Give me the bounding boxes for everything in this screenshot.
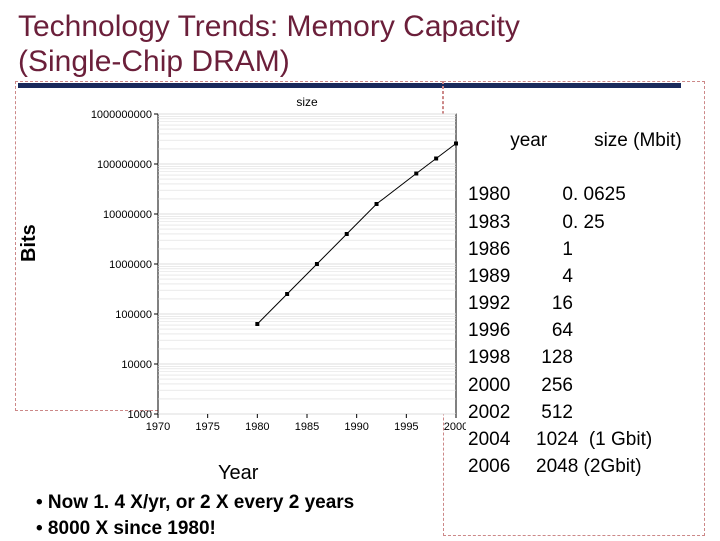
td-size: 256: [536, 372, 573, 399]
title-line-1: Technology Trends: Memory Capacity: [18, 10, 520, 43]
td-year: 1996: [468, 317, 536, 344]
td-size: 512: [536, 399, 573, 426]
table-row: 1983 0. 25: [468, 209, 682, 236]
svg-text:1980: 1980: [245, 421, 269, 433]
table-row: 20041024 (1 Gbit): [468, 426, 682, 453]
table-row: 1992 16: [468, 290, 682, 317]
table-row: 2000 256: [468, 372, 682, 399]
td-year: 2002: [468, 399, 536, 426]
svg-text:2000: 2000: [444, 421, 466, 433]
y-axis-label: Bits: [18, 224, 41, 262]
svg-text:1985: 1985: [295, 421, 319, 433]
td-year: 1986: [468, 236, 536, 263]
svg-text:1000: 1000: [128, 409, 152, 421]
table-row: 1980 0. 0625: [468, 181, 682, 208]
td-size: 2048 (2Gbit): [536, 453, 642, 480]
chart: 1000 10000 100000 1000000 10000000 100000000 1…: [46, 94, 456, 464]
svg-text:1995: 1995: [394, 421, 418, 433]
td-size: 16: [536, 290, 573, 317]
td-year: 1989: [468, 263, 536, 290]
td-year: 2006: [468, 453, 536, 480]
svg-text:10000000: 10000000: [103, 209, 152, 221]
svg-text:size: size: [296, 95, 318, 109]
td-size: 1024 (1 Gbit): [536, 426, 652, 453]
svg-text:1990: 1990: [344, 421, 368, 433]
svg-text:10000: 10000: [121, 359, 152, 371]
td-year: 2000: [468, 372, 536, 399]
td-size: 128: [536, 344, 573, 371]
data-table: year size (Mbit) 1980 0. 06251983 0. 251…: [468, 100, 682, 480]
td-year: 1998: [468, 344, 536, 371]
th-size: size (Mbit): [578, 127, 681, 154]
table-row: 20062048 (2Gbit): [468, 453, 682, 480]
table-row: 1986 1: [468, 236, 682, 263]
td-size: 1: [536, 236, 573, 263]
svg-text:1975: 1975: [195, 421, 219, 433]
bullets: • Now 1. 4 X/yr, or 2 X every 2 years • …: [36, 490, 354, 541]
title-line-2: (Single-Chip DRAM): [18, 45, 290, 78]
th-year: year: [510, 127, 578, 154]
table-header: year size (Mbit): [468, 100, 682, 181]
td-size: 64: [536, 317, 573, 344]
table-row: 1996 64: [468, 317, 682, 344]
bullet-2: • 8000 X since 1980!: [36, 516, 354, 541]
td-year: 1983: [468, 209, 536, 236]
svg-text:1970: 1970: [146, 421, 170, 433]
chart-svg: 1000 10000 100000 1000000 10000000 100000000 1…: [86, 94, 466, 454]
td-size: 4: [536, 263, 573, 290]
svg-text:1000000: 1000000: [109, 259, 152, 271]
svg-text:100000: 100000: [115, 309, 152, 321]
bullet-1: • Now 1. 4 X/yr, or 2 X every 2 years: [36, 490, 354, 516]
table-row: 2002 512: [468, 399, 682, 426]
td-year: 2004: [468, 426, 536, 453]
x-axis-label: Year: [218, 462, 258, 485]
table-row: 1989 4: [468, 263, 682, 290]
td-year: 1980: [468, 181, 536, 208]
svg-text:100000000: 100000000: [97, 159, 152, 171]
td-size: 0. 0625: [536, 181, 626, 208]
td-year: 1992: [468, 290, 536, 317]
td-size: 0. 25: [536, 209, 605, 236]
table-row: 1998 128: [468, 344, 682, 371]
svg-text:1000000000: 1000000000: [91, 109, 152, 121]
